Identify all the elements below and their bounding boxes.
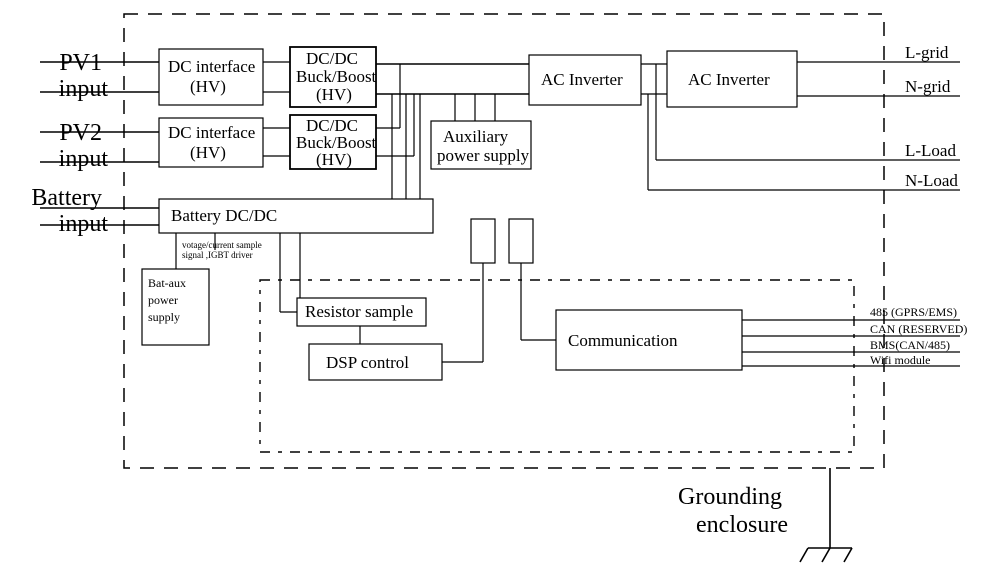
label-pv1: PV1 input <box>59 50 109 102</box>
svg-text:L-grid: L-grid <box>905 43 949 62</box>
svg-text:AC Inverter: AC Inverter <box>688 70 770 89</box>
label-ground: Grounding enclosure <box>678 484 788 538</box>
svg-text:Communication: Communication <box>568 331 678 350</box>
svg-text:Resistor sample: Resistor sample <box>305 302 413 321</box>
block-diagram: PV1 input PV2 input Battery input <box>0 0 1000 583</box>
svg-text:N-grid: N-grid <box>905 77 951 96</box>
svg-text:DSP control: DSP control <box>326 353 409 372</box>
svg-text:485 (GPRS/EMS): 485 (GPRS/EMS) <box>870 305 957 319</box>
label-battery: Battery input <box>31 185 108 237</box>
svg-text:CAN (RESERVED): CAN (RESERVED) <box>870 322 967 336</box>
svg-text:AC Inverter: AC Inverter <box>541 70 623 89</box>
note-sample-signal: votage/current sample signal ,IGBT drive… <box>182 240 264 260</box>
block-sense-2 <box>509 219 533 263</box>
label-pv2: PV2 input <box>59 120 109 172</box>
svg-text:L-Load: L-Load <box>905 141 956 160</box>
block-sense-1 <box>471 219 495 263</box>
svg-text:Wifi module: Wifi module <box>870 353 931 367</box>
svg-text:N-Load: N-Load <box>905 171 958 190</box>
output-labels: L-grid N-grid L-Load N-Load 485 (GPRS/EM… <box>870 43 967 367</box>
svg-text:BMS(CAN/485): BMS(CAN/485) <box>870 338 950 352</box>
svg-text:Battery DC/DC: Battery DC/DC <box>171 206 277 225</box>
